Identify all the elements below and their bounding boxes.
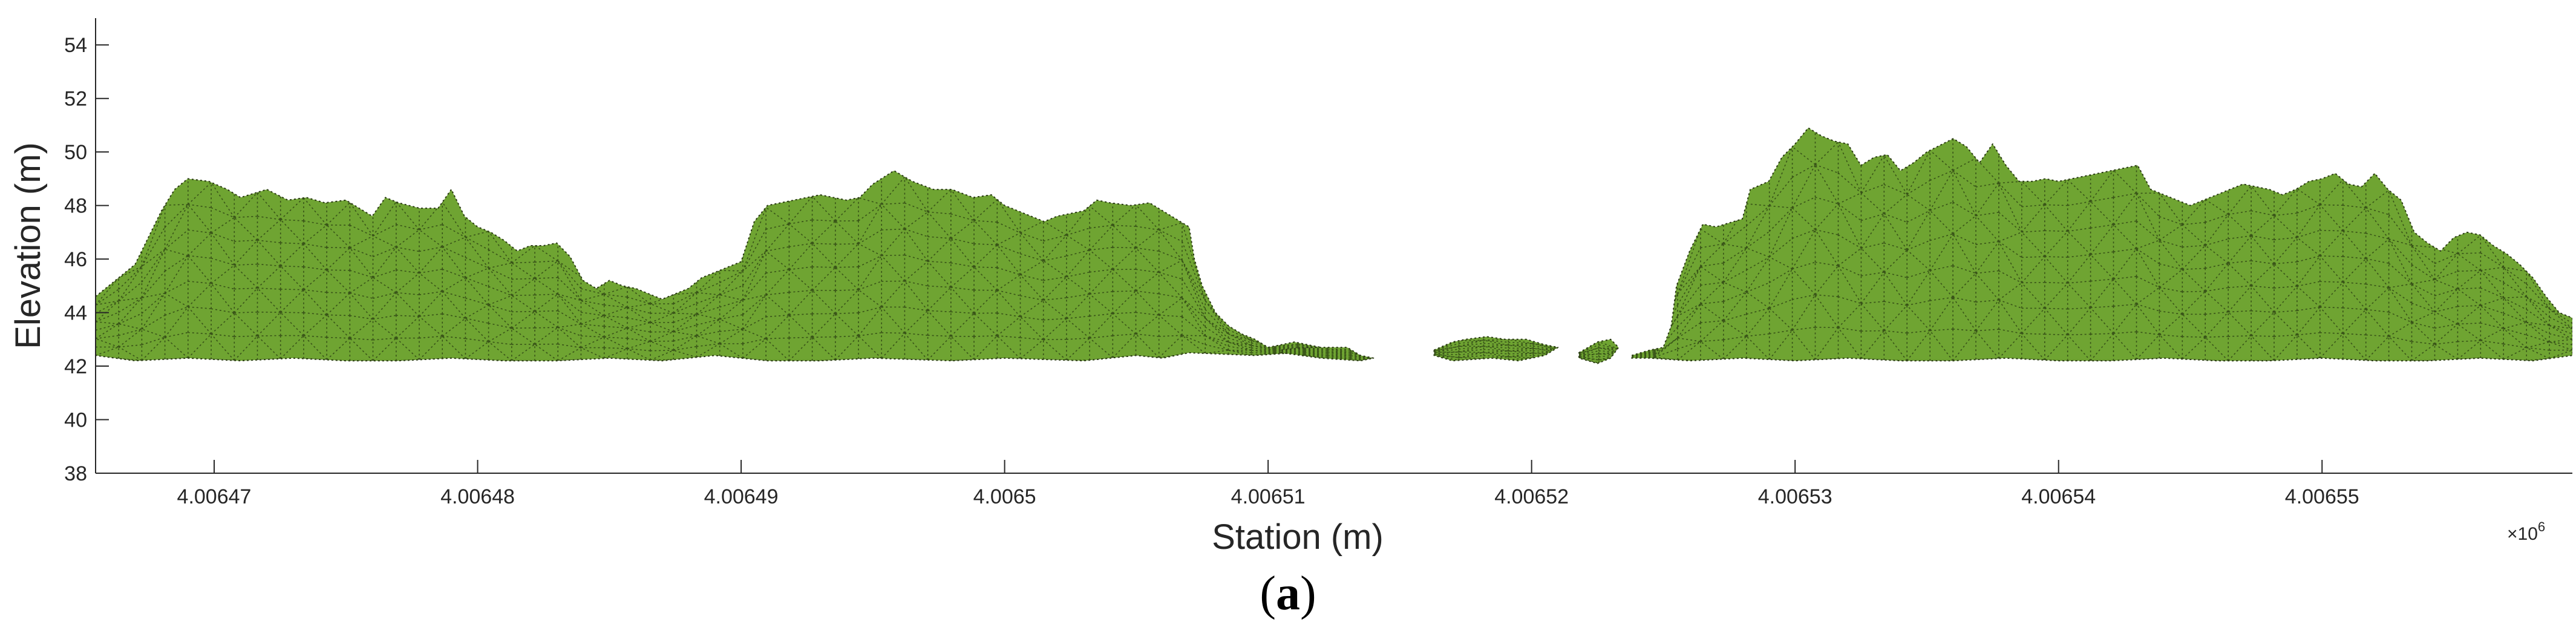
caption-close-paren: ) — [1300, 567, 1316, 620]
x-tick-label: 4.00654 — [2021, 485, 2096, 508]
terrain-segment — [1433, 336, 1559, 362]
x-tick-label: 4.00647 — [177, 485, 252, 508]
y-tick-label: 48 — [64, 195, 87, 218]
y-tick-label: 44 — [64, 302, 87, 325]
x-tick-label: 4.00648 — [440, 485, 515, 508]
x-tick-label: 4.00652 — [1494, 485, 1569, 508]
x-axis-ticks: 4.00647 4.00648 4.00649 4.0065 4.00651 4.0065… — [177, 460, 2359, 508]
x-axis-exponent-power: 6 — [2538, 519, 2545, 534]
terrain-segment — [1578, 338, 1620, 364]
terrain-mesh — [96, 127, 2572, 364]
axes: 4.00647 4.00648 4.00649 4.0065 4.00651 4.0065… — [64, 18, 2572, 508]
y-tick-label: 54 — [64, 34, 87, 57]
y-axis-ticks: 38 40 42 44 46 48 50 52 54 — [64, 34, 109, 485]
terrain-segment — [1280, 347, 1375, 362]
caption-open-paren: ( — [1260, 567, 1276, 620]
terrain-mesh-wireframe — [1632, 132, 2572, 361]
caption-letter: a — [1276, 567, 1300, 620]
terrain-surface — [96, 170, 1322, 362]
y-tick-label: 40 — [64, 409, 87, 432]
y-tick-label: 52 — [64, 88, 87, 111]
figure-caption: (a) — [0, 566, 2576, 621]
terrain-segment — [1631, 127, 2572, 362]
x-tick-label: 4.00655 — [2285, 485, 2359, 508]
x-tick-label: 4.0065 — [973, 485, 1036, 508]
y-axis-label: Elevation (m) — [8, 142, 48, 349]
terrain-mesh-wireframe — [96, 176, 1321, 361]
x-axis-label: Station (m) — [1212, 517, 1384, 557]
y-tick-label: 42 — [64, 355, 87, 378]
terrain-segment — [96, 170, 1322, 362]
terrain-mesh-wireframe — [1434, 337, 1558, 361]
y-tick-label: 50 — [64, 141, 87, 164]
terrain-mesh-wireframe — [1281, 347, 1374, 361]
y-tick-label: 38 — [64, 462, 87, 485]
x-axis-exponent-base: ×10 — [2507, 524, 2538, 544]
x-tick-label: 4.00649 — [704, 485, 779, 508]
x-axis-exponent: ×106 — [2507, 519, 2545, 544]
x-tick-label: 4.00651 — [1231, 485, 1306, 508]
x-tick-label: 4.00653 — [1758, 485, 1832, 508]
y-tick-label: 46 — [64, 248, 87, 271]
terrain-surface — [1631, 127, 2572, 362]
elevation-chart: 4.00647 4.00648 4.00649 4.0065 4.00651 4.0065… — [8, 18, 2572, 557]
